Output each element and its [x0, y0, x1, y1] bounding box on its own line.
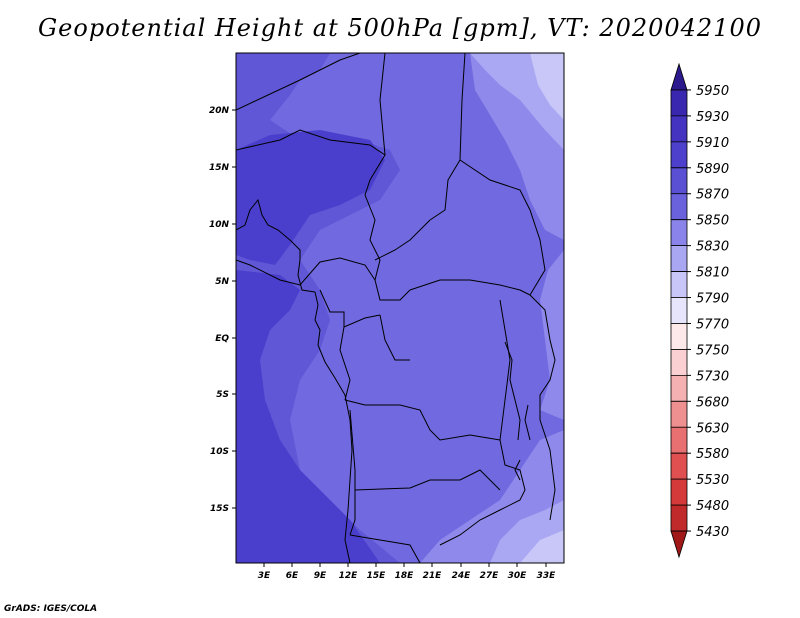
colorbar-swatch	[670, 167, 688, 195]
colorbar-label: 5750	[696, 343, 729, 358]
lat-label: EQ	[215, 334, 229, 344]
lat-label: 5S	[216, 390, 229, 400]
colorbar-swatch	[670, 62, 688, 91]
colorbar-label: 5770	[696, 317, 729, 332]
colorbar-label: 5480	[696, 499, 729, 514]
lat-label: 10S	[210, 447, 229, 457]
field-5830-east	[540, 250, 564, 420]
colorbar-label: 5680	[696, 395, 729, 410]
colorbar-label: 5810	[696, 266, 729, 281]
colorbar-label: 5430	[696, 525, 729, 540]
lat-label: 15N	[209, 163, 230, 173]
field-5790-north	[530, 53, 564, 120]
colorbar-label: 5890	[696, 162, 729, 177]
lon-label: 27E	[480, 571, 500, 581]
lon-label: 24E	[452, 571, 472, 581]
latitude-labels: 20N 15N 10N 5N EQ 5S 10S 15S	[209, 106, 236, 514]
lat-label: 15S	[210, 504, 229, 514]
colorbar-swatch	[670, 374, 688, 402]
colorbar-label: 5870	[696, 188, 729, 203]
lon-label: 33E	[537, 571, 557, 581]
coastlines	[236, 198, 531, 563]
colorbar-swatch	[670, 297, 688, 324]
field-5890-west	[236, 130, 385, 265]
colorbar-swatch	[670, 349, 688, 376]
map-frame	[235, 52, 565, 564]
credit-label: GrADS: IGES/COLA	[4, 604, 98, 614]
colorbar-swatch	[670, 478, 688, 506]
lon-label: 18E	[395, 571, 415, 581]
lon-label: 3E	[258, 571, 271, 581]
colorbar-swatch	[670, 504, 688, 532]
colorbar-label: 5830	[696, 240, 729, 255]
colorbar-swatch	[670, 89, 688, 117]
lon-label: 15E	[367, 571, 387, 581]
colorbar-label: 5530	[696, 473, 729, 488]
lat-label: 10N	[209, 220, 230, 230]
colorbar-label: 5930	[696, 110, 729, 125]
colorbar-label: 5910	[696, 136, 729, 151]
lon-label: 6E	[286, 571, 299, 581]
colorbar-label: 5630	[696, 421, 729, 436]
colorbar-swatch	[670, 530, 688, 559]
colorbar-label: 5950	[696, 84, 729, 99]
lon-label: 30E	[508, 571, 528, 581]
colorbar: 5950 5930 5910 5890 5870 5850 5830 5810 5790 5770…	[670, 62, 729, 559]
colorbar-swatch	[670, 115, 688, 143]
colorbar-swatch	[670, 193, 688, 221]
lon-label: 12E	[339, 571, 359, 581]
colorbar-swatch	[670, 426, 688, 454]
field-5890-southwest	[236, 270, 380, 563]
colorbar-swatch	[670, 141, 688, 169]
lon-label: 21E	[423, 571, 443, 581]
lat-label: 20N	[209, 106, 230, 116]
colorbar-swatch	[670, 400, 688, 428]
colorbar-swatch	[670, 323, 688, 350]
colorbar-swatch	[670, 452, 688, 480]
map-title: Geopotential Height at 500hPa [gpm], VT:…	[38, 14, 762, 42]
longitude-labels: 3E 6E 9E 12E 15E 18E 21E 24E 27E 30E 33E	[258, 563, 556, 581]
colorbar-label: 5850	[696, 214, 729, 229]
colorbar-swatch	[670, 245, 688, 272]
colorbar-label: 5790	[696, 292, 729, 307]
colorbar-label: 5580	[696, 447, 729, 462]
lat-label: 5N	[215, 277, 229, 287]
country-borders	[236, 53, 556, 563]
field-5790-south	[520, 530, 564, 563]
lon-label: 9E	[314, 571, 327, 581]
height-field	[236, 53, 564, 563]
colorbar-swatch	[670, 271, 688, 298]
colorbar-swatch	[670, 219, 688, 247]
colorbar-label: 5730	[696, 369, 729, 384]
